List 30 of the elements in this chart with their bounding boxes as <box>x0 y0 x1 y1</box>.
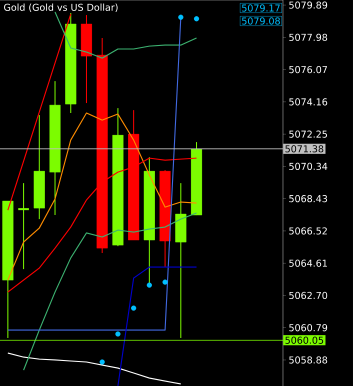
point <box>100 359 105 365</box>
y-tick-label: 5076.07 <box>289 66 327 74</box>
line-series <box>7 112 198 281</box>
y-tick-label: 5070.34 <box>289 162 328 170</box>
line-series <box>7 13 72 211</box>
point <box>146 282 152 288</box>
annotation: 5079.17 <box>242 4 280 12</box>
ref-line-label: 5071.38 <box>285 145 324 152</box>
point <box>115 331 121 337</box>
annotation: 5079.08 <box>242 17 280 25</box>
y-tick-label: 5074.16 <box>289 98 328 106</box>
y-tick-label: 5077.98 <box>289 34 328 41</box>
y-tick-label: 5058.88 <box>289 356 328 364</box>
chart-title: Gold (Gold vs US Dollar) <box>4 4 118 12</box>
point <box>162 280 168 285</box>
line-series <box>7 352 182 385</box>
line-series <box>23 212 198 371</box>
y-tick-label: 5062.70 <box>289 292 328 300</box>
y-tick-label: 5064.61 <box>289 260 327 267</box>
y-tick-label: 5079.89 <box>289 1 328 9</box>
y-tick-label: 5066.52 <box>289 227 327 235</box>
y-tick-label: 5068.43 <box>289 195 328 202</box>
point <box>131 306 136 311</box>
y-tick-label: 5060.79 <box>289 324 328 332</box>
line-series <box>54 11 198 59</box>
candlestick <box>17 182 30 270</box>
ref-line-label: 5060.05 <box>285 336 324 344</box>
point <box>194 16 200 22</box>
point <box>178 14 184 20</box>
y-tick-label: 5072.25 <box>289 130 327 138</box>
